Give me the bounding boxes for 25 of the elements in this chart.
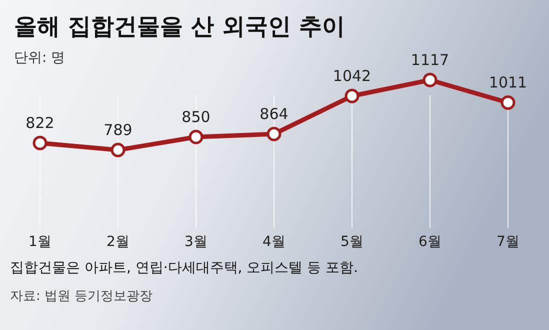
text: 집합건물은 아파트, 연립·다세대주택, 오피스텔 등 포함.: [10, 260, 358, 276]
data-label: 850: [182, 108, 210, 126]
x-tick-label: 7월: [496, 234, 520, 250]
x-tick-label: 6월: [418, 234, 442, 250]
point: [32, 136, 48, 150]
x-tick-label: 2월: [106, 234, 130, 250]
point: [422, 72, 438, 88]
data-label: 1042: [332, 67, 372, 86]
x-tick-label: 4월: [262, 234, 286, 250]
point: [266, 126, 282, 142]
data-label: 789: [104, 121, 132, 139]
point: [344, 88, 360, 104]
x-tick-label: 3월: [184, 234, 208, 250]
text: 자료: 법원 등기정보광장: [10, 289, 153, 304]
data-label: 864: [260, 104, 288, 123]
chart-subtitle: 단위: 명: [14, 50, 66, 66]
data-label: 822: [26, 114, 54, 132]
point: [500, 95, 516, 110]
point: [110, 142, 126, 158]
point: [188, 130, 204, 144]
chart-title: 올해 집합건물을 산 외국인 추이: [14, 14, 346, 40]
x-tick-label: 5월: [340, 234, 364, 250]
x-tick-label: 1월: [28, 234, 52, 250]
data-label: 1011: [488, 74, 528, 92]
data-label: 1117: [410, 51, 450, 69]
